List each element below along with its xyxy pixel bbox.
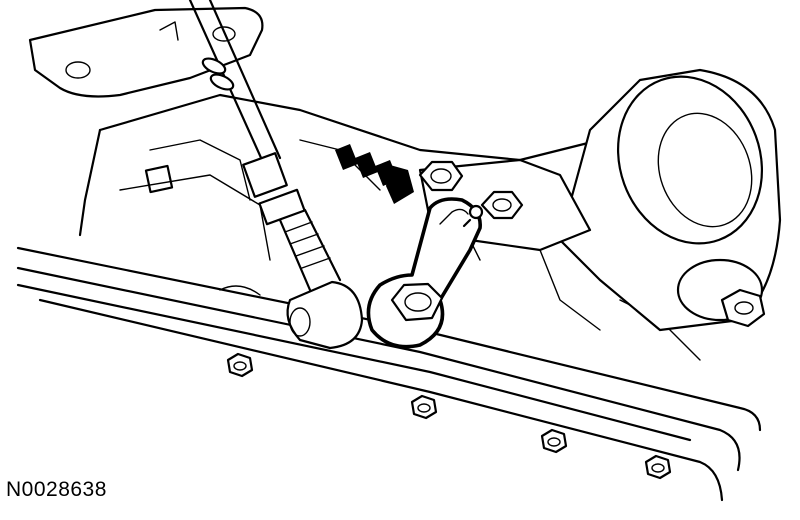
- housing-bolt: [722, 290, 764, 326]
- pan-bolt: [412, 396, 436, 418]
- manual-shift-lever: [368, 199, 480, 347]
- pan-bolt: [646, 456, 670, 478]
- oil-pan-rail: [18, 248, 760, 500]
- pan-bolts: [228, 354, 670, 478]
- bracket-bolt: [420, 162, 462, 190]
- extension-housing: [560, 56, 785, 330]
- bracket-bolt: [482, 192, 522, 218]
- direction-arrow-icon: [335, 144, 414, 204]
- pan-bolt: [228, 354, 252, 376]
- pan-bolt: [542, 430, 566, 452]
- lever-stud: [464, 206, 482, 226]
- shift-cable: [190, 0, 362, 348]
- figure-id-label: N0028638: [6, 478, 107, 501]
